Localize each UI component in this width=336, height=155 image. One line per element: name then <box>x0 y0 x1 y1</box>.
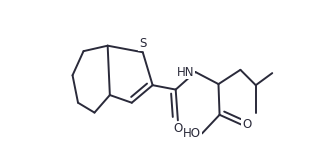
Text: S: S <box>139 37 146 50</box>
Text: HO: HO <box>183 127 201 140</box>
Text: O: O <box>242 118 251 131</box>
Text: O: O <box>173 122 182 135</box>
Text: HN: HN <box>177 66 194 79</box>
